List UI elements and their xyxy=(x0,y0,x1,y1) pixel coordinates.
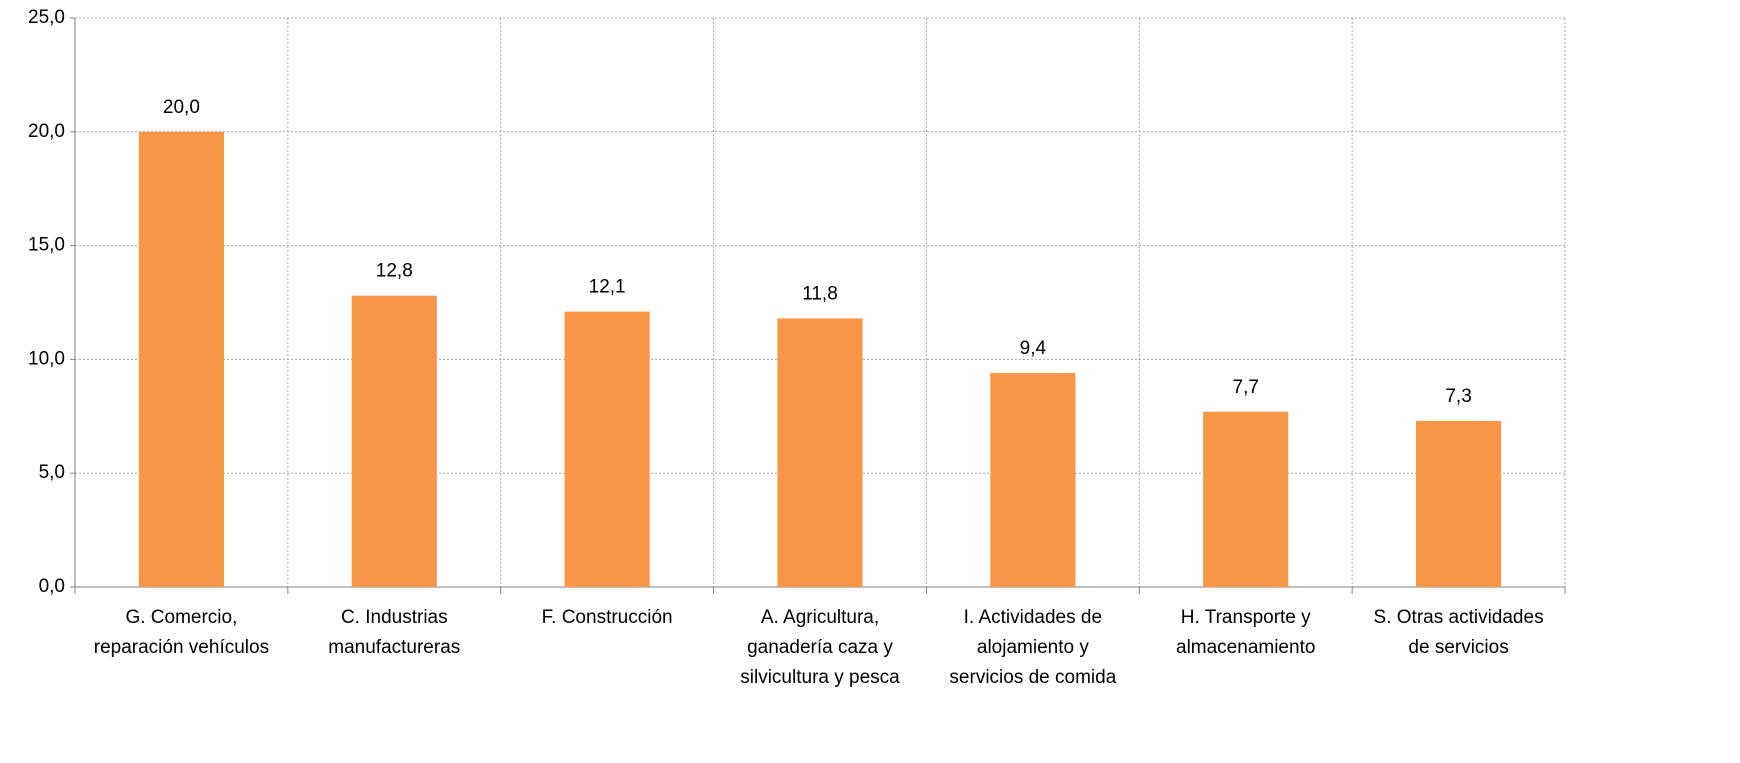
y-tick-label: 20,0 xyxy=(28,121,65,142)
bar xyxy=(1203,411,1289,587)
bar xyxy=(990,373,1076,587)
bar xyxy=(1416,420,1502,587)
x-tick-label: ganadería caza y xyxy=(747,637,893,658)
x-tick-label: almacenamiento xyxy=(1176,637,1315,658)
x-tick-label: C. Industrias xyxy=(341,607,448,628)
x-tick-label: F. Construcción xyxy=(542,607,673,628)
x-tick-label: S. Otras actividades xyxy=(1374,607,1544,628)
bar xyxy=(777,318,863,587)
bar xyxy=(351,295,437,587)
x-tick-label: de servicios xyxy=(1408,637,1508,658)
x-tick-label: silvicultura y pesca xyxy=(740,667,900,688)
data-label: 11,8 xyxy=(802,283,838,304)
y-tick-label: 5,0 xyxy=(39,462,65,483)
bar xyxy=(138,131,224,588)
x-tick-label: reparación vehículos xyxy=(94,637,269,658)
x-tick-label: alojamiento y xyxy=(977,637,1089,658)
data-label: 12,1 xyxy=(589,277,626,298)
y-tick-label: 15,0 xyxy=(28,235,65,256)
data-label: 12,8 xyxy=(376,261,413,282)
y-tick-label: 25,0 xyxy=(28,7,65,28)
data-label: 7,7 xyxy=(1233,377,1259,398)
data-label: 7,3 xyxy=(1445,386,1471,407)
x-tick-label: G. Comercio, xyxy=(125,607,237,628)
x-tick-label: I. Actividades de xyxy=(964,607,1102,628)
x-tick-label: manufactureras xyxy=(328,637,460,658)
data-label: 9,4 xyxy=(1020,338,1047,359)
x-tick-label: A. Agricultura, xyxy=(761,607,879,628)
y-tick-label: 0,0 xyxy=(39,576,65,597)
x-tick-label: servicios de comida xyxy=(949,667,1116,688)
bar xyxy=(564,311,650,587)
data-label: 20,0 xyxy=(163,97,200,118)
y-tick-label: 10,0 xyxy=(28,348,65,369)
x-tick-label: H. Transporte y xyxy=(1181,607,1311,628)
